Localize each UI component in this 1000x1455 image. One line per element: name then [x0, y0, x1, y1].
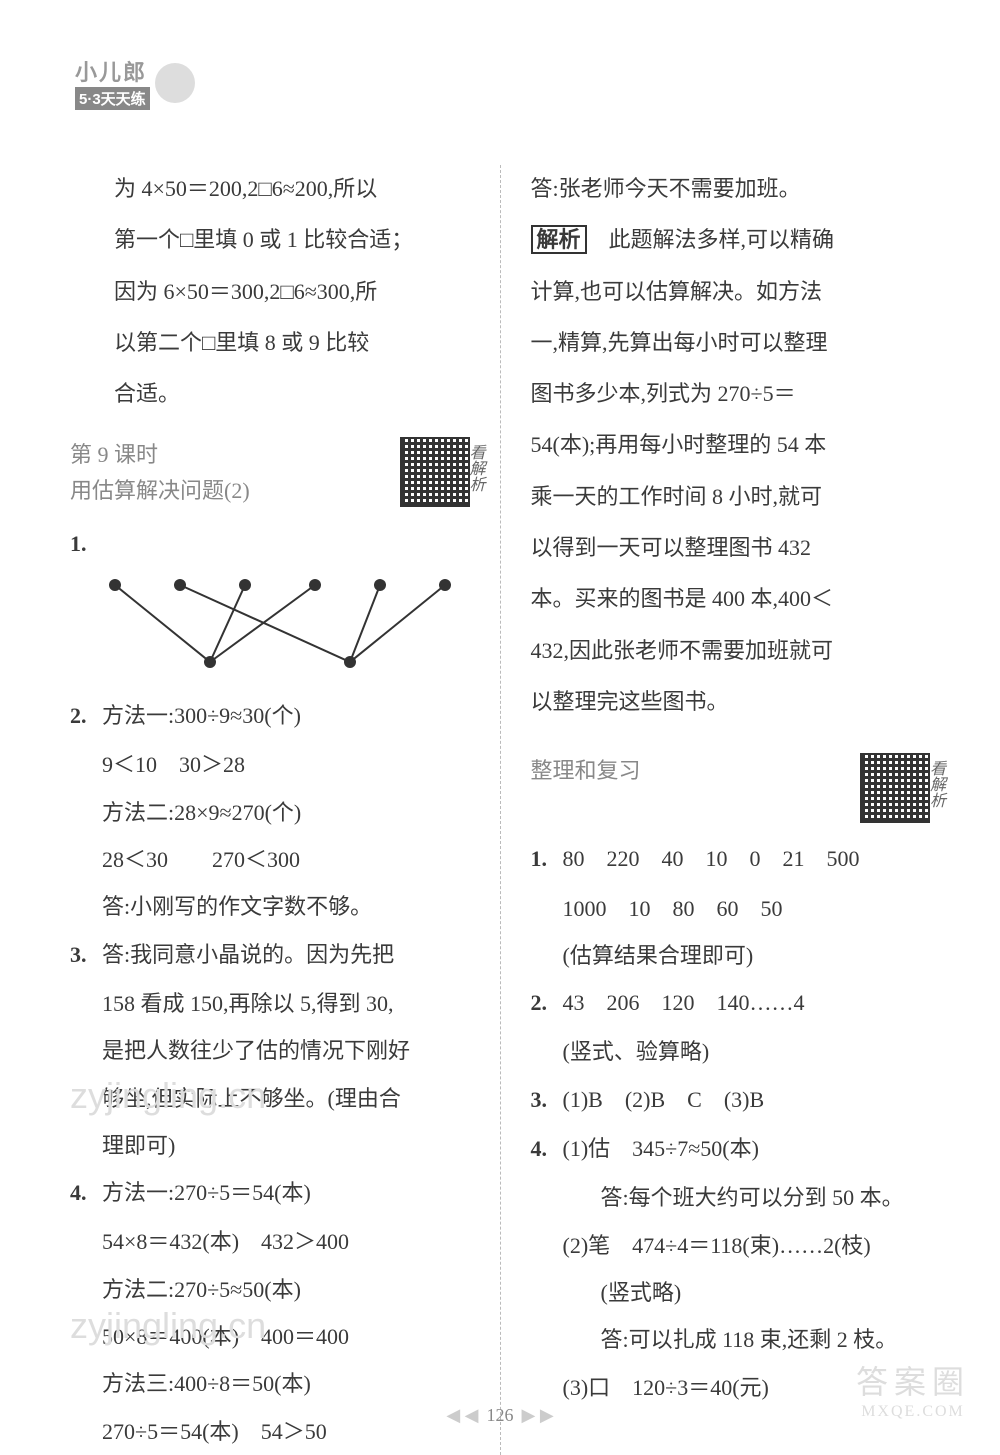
item-line: 方法二:270÷5≈50(本) [102, 1266, 470, 1313]
item-line: 答:每个班大约可以分到 50 本。 [601, 1174, 931, 1221]
item-line: 54×8＝432(本) 432＞400 [102, 1218, 470, 1265]
analysis-block: 解析 此题解法多样,可以精确 [531, 216, 931, 263]
continuation-line: 为 4×50＝200,2□6≈200,所以 [70, 165, 470, 212]
column-left: 为 4×50＝200,2□6≈200,所以 第一个□里填 0 或 1 比较合适；… [70, 165, 501, 1455]
section-title-text: 整理和复习 [531, 753, 641, 788]
question-3: 3. 答:我同意小晶说的。因为先把 [70, 931, 470, 978]
analysis-line: 计算,也可以估算解决。如方法 [531, 268, 931, 315]
content-columns: 为 4×50＝200,2□6≈200,所以 第一个□里填 0 或 1 比较合适；… [70, 165, 930, 1455]
watermark-corner-small: MXQE.COM [856, 1403, 970, 1421]
logo-title: 小儿郎 [75, 55, 147, 87]
item-line: 9＜10 30＞28 [102, 741, 470, 788]
question-4: 4. 方法一:270÷5＝54(本) [70, 1169, 470, 1216]
lesson-title: 用估算解决问题(2) [70, 473, 250, 508]
page-container: 小儿郎 5·3天天练 为 4×50＝200,2□6≈200,所以 第一个□里填 … [0, 0, 1000, 1451]
item-number: 4. [531, 1125, 563, 1172]
item-number: 4. [70, 1169, 102, 1216]
question-2: 2. 43 206 120 140……4 [531, 979, 931, 1026]
qr-code-icon: 看解析 [400, 437, 470, 507]
logo-subtitle: 5·3天天练 [75, 87, 150, 110]
column-right: 答:张老师今天不需要加班。 解析 此题解法多样,可以精确 计算,也可以估算解决。… [501, 165, 931, 1455]
continuation-line: 合适。 [70, 370, 470, 417]
answer-line: 答:张老师今天不需要加班。 [531, 165, 931, 212]
item-line: 是把人数往少了估的情况下刚好 [102, 1027, 470, 1074]
analysis-label: 解析 [531, 225, 587, 254]
triangle-right-icon [514, 1405, 554, 1425]
item-line: 方法三:400÷8＝50(本) [102, 1360, 470, 1407]
watermark-corner: 答案圈 MXQE.COM [856, 1357, 970, 1421]
analysis-line: 432,因此张老师不需要加班就可 [531, 627, 931, 674]
item-line: (2)笔 474÷4＝118(束)……2(枝) [563, 1222, 931, 1269]
item-line: 方法一:300÷9≈30(个) [102, 692, 301, 739]
logo-mascot-icon [155, 63, 195, 103]
analysis-line: 以得到一天可以整理图书 432 [531, 524, 931, 571]
section-title-text: 第 9 课时 用估算解决问题(2) [70, 437, 250, 507]
question-4: 4. (1)估 345÷7≈50(本) [531, 1125, 931, 1172]
item-line: 理即可) [102, 1122, 470, 1169]
analysis-line: 图书多少本,列式为 270÷5＝ [531, 370, 931, 417]
item-line: 方法二:28×9≈270(个) [102, 789, 470, 836]
page-number: 126 [446, 1405, 553, 1426]
item-line: 158 看成 150,再除以 5,得到 30, [102, 980, 470, 1027]
item-line: (1)B (2)B C (3)B [563, 1076, 765, 1123]
item-line: (估算结果合理即可) [563, 932, 931, 979]
item-number: 3. [531, 1076, 563, 1123]
analysis-line: 此题解法多样,可以精确 [587, 227, 835, 252]
item-line: (竖式略) [601, 1269, 931, 1316]
analysis-line: 本。买来的图书是 400 本,400＜ [531, 575, 931, 622]
diagram-line [180, 584, 351, 663]
item-number: 2. [531, 979, 563, 1026]
continuation-line: 以第二个□里填 8 或 9 比较 [70, 319, 470, 366]
question-2: 2. 方法一:300÷9≈30(个) [70, 692, 470, 739]
triangle-left-icon [446, 1405, 486, 1425]
section-header: 整理和复习 看解析 [531, 753, 931, 823]
item-line: 43 206 120 140……4 [563, 979, 805, 1026]
item-number: 2. [70, 692, 102, 739]
question-1: 1. 80 220 40 10 0 21 500 [531, 835, 931, 882]
header-logo: 小儿郎 5·3天天练 [75, 55, 195, 110]
item-line: 方法一:270÷5＝54(本) [102, 1169, 311, 1216]
item-number: 3. [70, 931, 102, 978]
item-line: 50×8＝400(本) 400＝400 [102, 1313, 470, 1360]
item-line: 80 220 40 10 0 21 500 [563, 835, 860, 882]
item-line: 答:小刚写的作文字数不够。 [102, 883, 470, 930]
logo-text: 小儿郎 5·3天天练 [75, 55, 150, 110]
item-line: 够坐,但实际上不够坐。(理由合 [102, 1075, 470, 1122]
item-number: 1. [531, 835, 563, 882]
qr-code-icon: 看解析 [860, 753, 930, 823]
page-num-value: 126 [487, 1405, 514, 1425]
qr-label: 看解析 [918, 760, 952, 808]
section-header: 第 9 课时 用估算解决问题(2) 看解析 [70, 437, 470, 507]
qr-label: 看解析 [457, 444, 491, 492]
item-line: 270÷5＝54(本) 54＞50 [102, 1408, 470, 1455]
matching-diagram [100, 577, 460, 677]
item-line: 答:我同意小晶说的。因为先把 [102, 931, 394, 978]
analysis-line: 54(本);再用每小时整理的 54 本 [531, 421, 931, 468]
item-number: 1. [70, 520, 102, 567]
continuation-line: 因为 6×50＝300,2□6≈300,所 [70, 268, 470, 315]
section-title: 整理和复习 [531, 753, 641, 788]
item-line: (1)估 345÷7≈50(本) [563, 1125, 759, 1172]
diagram-line [209, 585, 246, 663]
analysis-line: 以整理完这些图书。 [531, 678, 931, 725]
item-line: 1000 10 80 60 50 [563, 885, 931, 932]
diagram-line [114, 584, 210, 663]
continuation-line: 第一个□里填 0 或 1 比较合适； [70, 216, 470, 263]
watermark-corner-big: 答案圈 [856, 1357, 970, 1403]
lesson-number: 第 9 课时 [70, 437, 250, 472]
item-line: 28＜30 270＜300 [102, 836, 470, 883]
item-line: (竖式、验算略) [563, 1028, 931, 1075]
analysis-line: 乘一天的工作时间 8 小时,就可 [531, 473, 931, 520]
analysis-line: 一,精算,先算出每小时可以整理 [531, 319, 931, 366]
question-1: 1. [70, 520, 470, 567]
question-3: 3. (1)B (2)B C (3)B [531, 1076, 931, 1123]
